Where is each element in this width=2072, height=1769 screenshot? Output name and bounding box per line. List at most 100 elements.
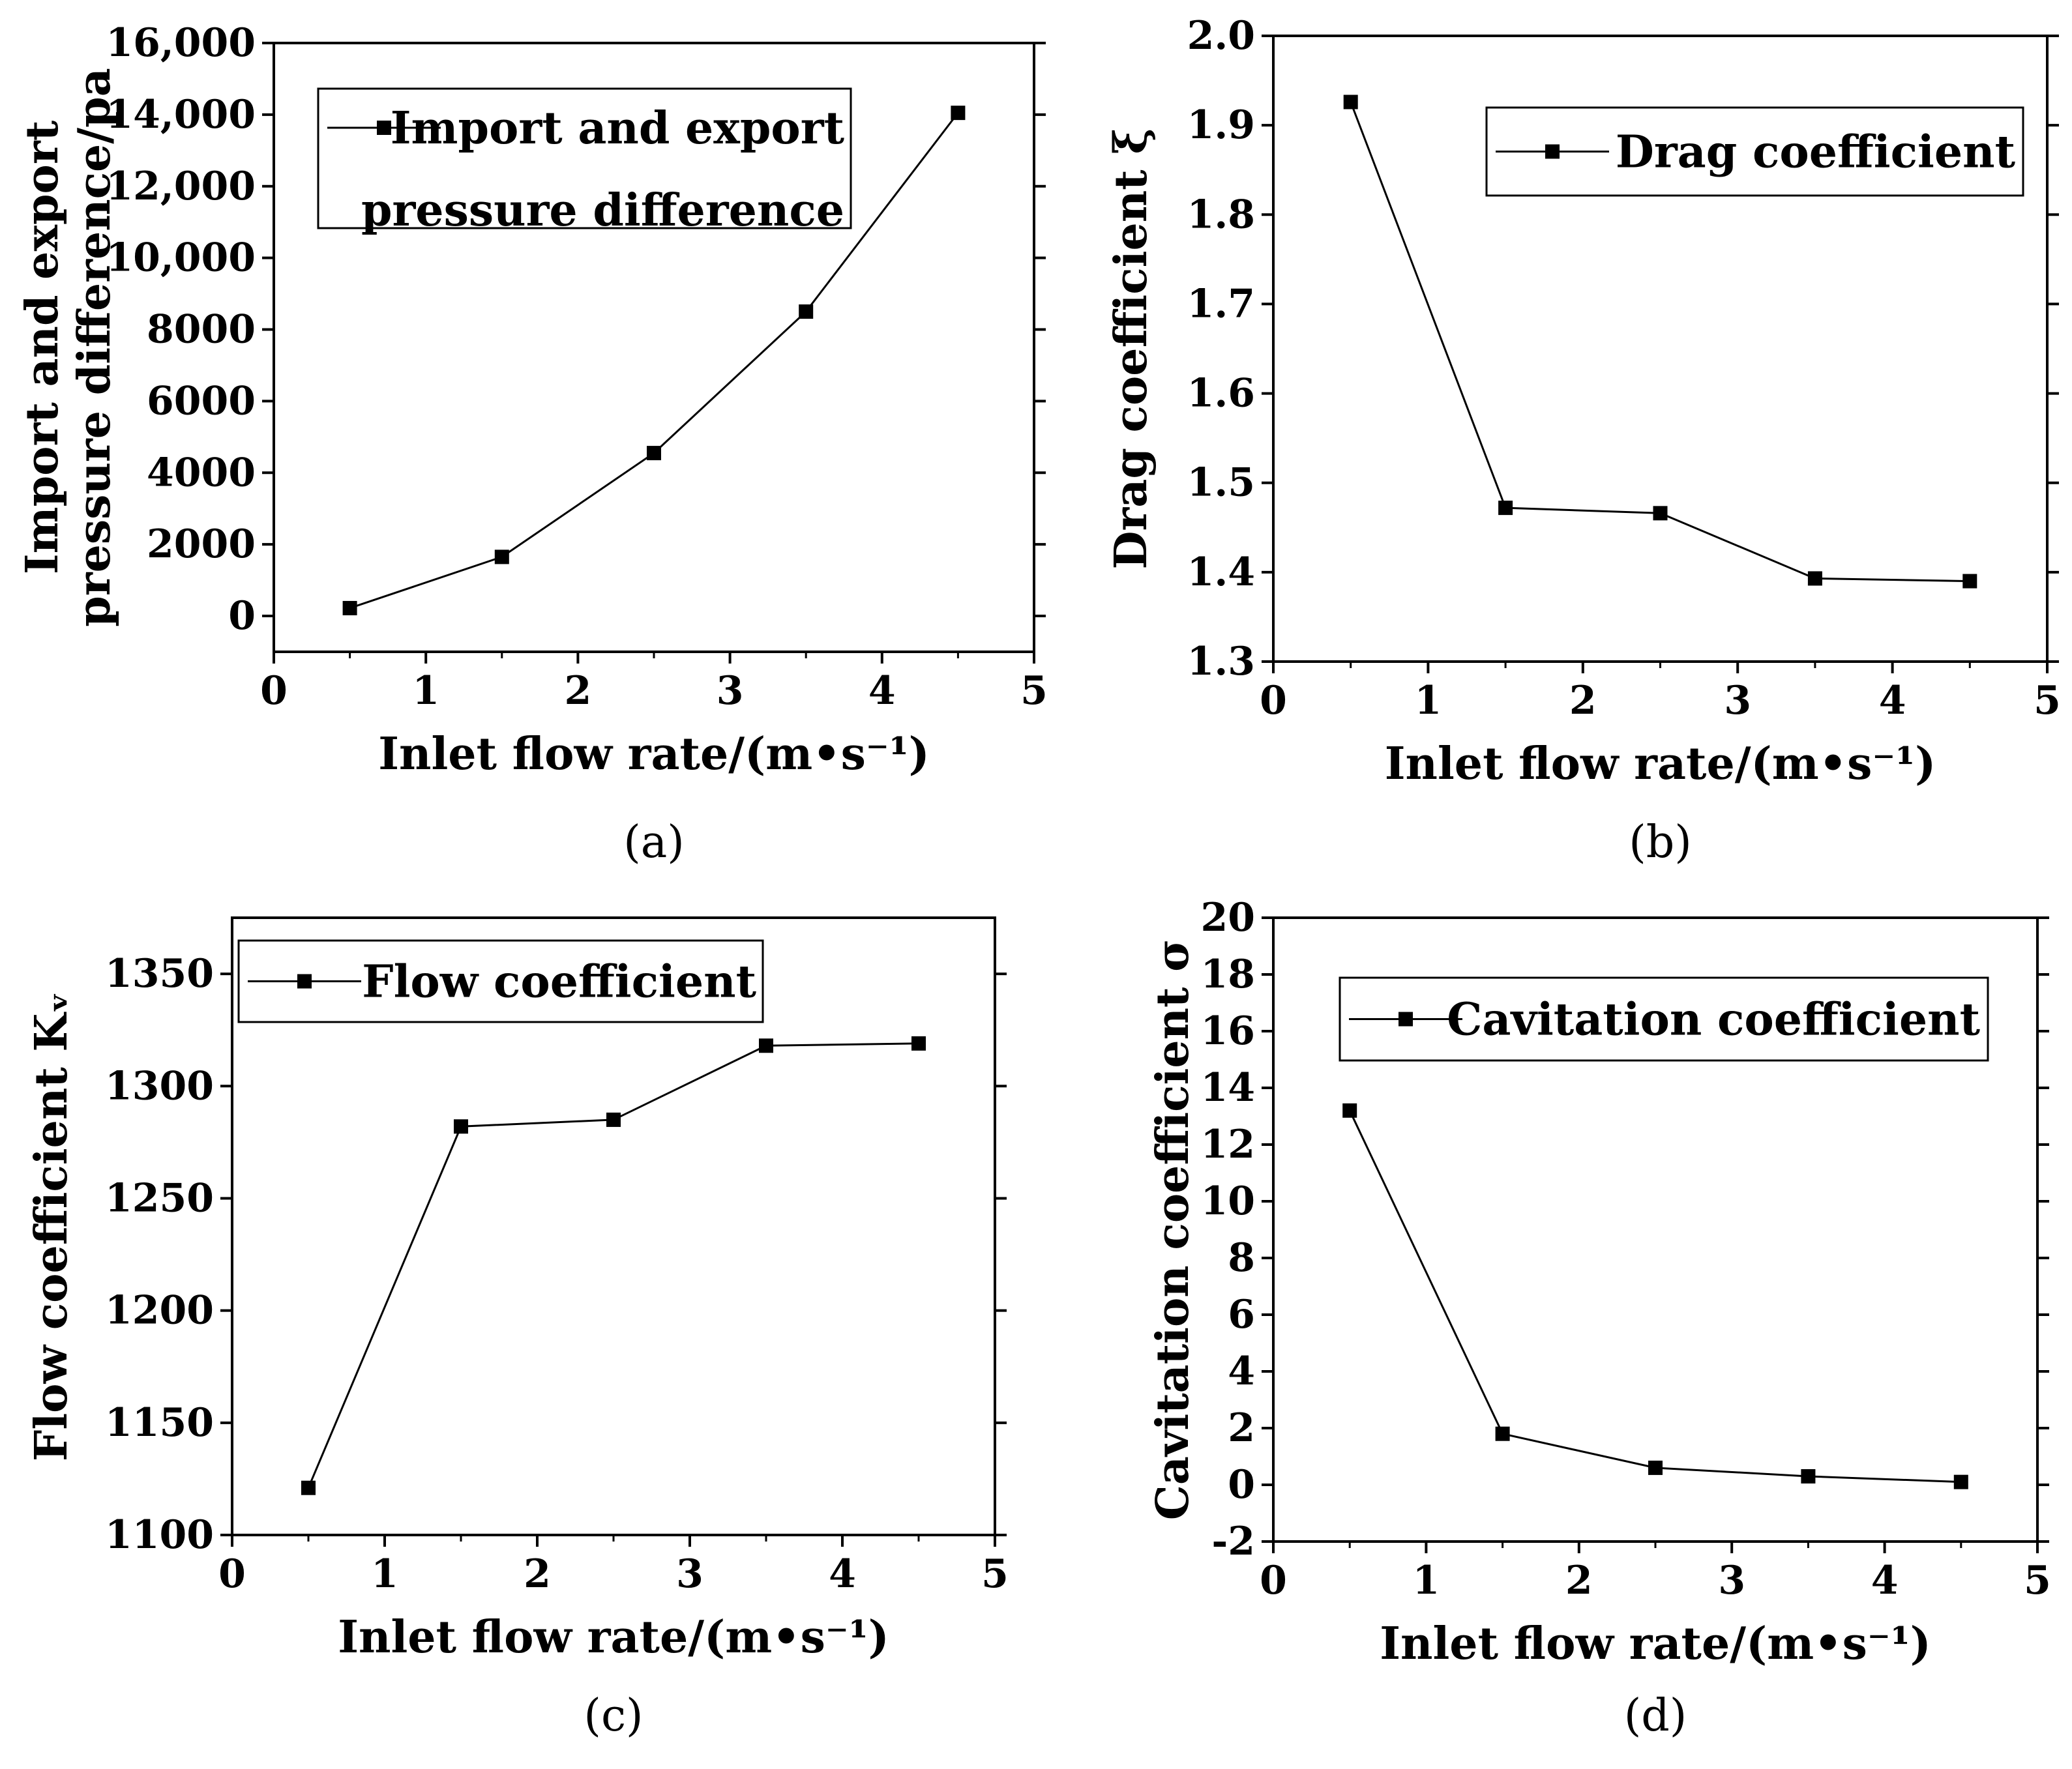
data-point — [647, 446, 661, 461]
y-tick-label: 1.9 — [1187, 102, 1255, 148]
x-tick-label: 5 — [2034, 678, 2061, 724]
panel-b: 0 1 2 3 4 5 1.3 1.4 1.5 1.6 1.7 1.8 1.9 2.0 Inlet flow… — [1105, 13, 2061, 868]
y-tick-label: 4000 — [147, 450, 256, 495]
series-line — [1348, 1110, 1961, 1484]
data-point — [799, 304, 814, 319]
series-line — [307, 1042, 919, 1489]
data-point — [301, 1480, 316, 1495]
y-axis-label: Drag coefficient ξ — [1105, 128, 1157, 569]
y-tick-label: 1.5 — [1187, 460, 1255, 506]
y-tick-label: 1.6 — [1187, 371, 1255, 417]
legend-box — [317, 87, 852, 229]
y-tick-label: 10 — [1201, 1178, 1256, 1224]
panel-caption: (b) — [1629, 817, 1692, 868]
x-tick-label: 0 — [1260, 1558, 1287, 1603]
legend: Import and export pressure difference — [317, 87, 852, 237]
y-tick-label: 18 — [1201, 952, 1256, 997]
y-tick-label: 10,000 — [106, 235, 256, 281]
legend-marker-symbol — [297, 974, 312, 989]
x-tick-label: 2 — [1565, 1558, 1593, 1603]
legend-label: Drag coefficient — [1616, 126, 2016, 179]
y-tick-label: 1250 — [105, 1175, 214, 1221]
x-axis-label: Inlet flow rate/(m•s⁻¹) — [338, 1611, 889, 1663]
data-point — [1953, 1474, 1968, 1489]
y-tick-label: 16,000 — [106, 20, 256, 66]
x-tick-label: 3 — [1718, 1558, 1745, 1603]
x-tick-label: 5 — [981, 1551, 1009, 1597]
legend: Cavitation coefficient — [1339, 976, 1989, 1062]
data-point — [606, 1112, 621, 1127]
x-tick-label: 0 — [1260, 678, 1287, 724]
y-tick-label: 1150 — [105, 1400, 214, 1446]
x-axis-label: Inlet flow rate/(m•s⁻¹) — [1385, 738, 1936, 790]
y-axis-label: Cavitation coefficient σ — [1147, 939, 1199, 1521]
y-tick-label: 1200 — [105, 1288, 214, 1334]
data-point — [1342, 1103, 1357, 1118]
data-point — [1807, 571, 1822, 586]
x-tick-label: 5 — [1020, 668, 1048, 714]
panel-c: 0 1 2 3 4 5 1100 1150 1200 1250 1300 1350 Inlet flow… — [25, 916, 1009, 1742]
y-tick-label: 1.7 — [1187, 281, 1255, 327]
legend-label: Cavitation coefficient — [1447, 994, 1980, 1046]
panel-caption: (d) — [1624, 1690, 1687, 1742]
panel-a: 0 1 2 3 4 5 0 2000 4000 6000 8000 10,000 12,000 14,00… — [16, 20, 1048, 868]
y-tick-label: 0 — [228, 593, 256, 639]
y-tick-label: 6 — [1228, 1292, 1255, 1338]
y-tick-label: 0 — [1228, 1462, 1255, 1508]
y-tick-label: 14 — [1201, 1065, 1256, 1111]
y-tick-label: 1.8 — [1187, 192, 1255, 237]
y-tick-label: 1300 — [105, 1063, 214, 1109]
data-point — [1801, 1469, 1816, 1484]
x-tick-label: 4 — [868, 668, 896, 714]
x-tick-label: 3 — [676, 1551, 703, 1597]
y-axis-label: Flow coefficient Kᵥ — [25, 991, 78, 1461]
y-tick-label: 8 — [1228, 1235, 1255, 1281]
y-tick-label: 14,000 — [106, 92, 256, 138]
legend-marker-symbol — [1545, 144, 1560, 159]
data-point — [342, 600, 357, 615]
x-tick-label: 4 — [1879, 678, 1906, 724]
y-tick-label: 12 — [1201, 1122, 1256, 1167]
y-tick-label: 1.3 — [1187, 639, 1255, 684]
x-tick-label: 0 — [260, 668, 288, 714]
x-tick-label: 5 — [2024, 1558, 2051, 1603]
legend-label: Flow coefficient — [362, 956, 756, 1008]
data-point — [1653, 506, 1668, 521]
data-point — [951, 106, 966, 121]
legend-marker-symbol — [377, 121, 391, 135]
y-tick-label: 2000 — [147, 521, 256, 567]
data-point — [1648, 1460, 1663, 1475]
legend-label: Import and export — [391, 102, 845, 154]
x-axis-label: Inlet flow rate/(m•s⁻¹) — [1380, 1618, 1931, 1670]
y-axis-label: Import and export — [16, 120, 68, 574]
data-point — [911, 1036, 926, 1051]
x-tick-label: 3 — [717, 668, 744, 714]
legend: Flow coefficient — [237, 939, 764, 1023]
data-point — [454, 1119, 468, 1134]
y-tick-label: -2 — [1211, 1519, 1255, 1564]
y-tick-label: 2 — [1228, 1405, 1255, 1451]
x-tick-label: 3 — [1724, 678, 1751, 724]
x-tick-label: 4 — [829, 1551, 856, 1597]
y-tick-label: 2.0 — [1187, 13, 1255, 59]
y-tick-label: 20 — [1201, 895, 1256, 941]
data-point — [1962, 574, 1977, 589]
y-tick-label: 6000 — [147, 378, 256, 424]
legend: Drag coefficient — [1485, 106, 2024, 197]
x-tick-label: 1 — [1413, 1558, 1440, 1603]
x-tick-label: 1 — [371, 1551, 398, 1597]
y-tick-label: 1100 — [105, 1512, 214, 1558]
x-tick-label: 1 — [1415, 678, 1442, 724]
data-point — [759, 1038, 773, 1053]
x-tick-label: 2 — [1569, 678, 1597, 724]
x-tick-label: 4 — [1871, 1558, 1899, 1603]
x-tick-label: 2 — [565, 668, 592, 714]
y-tick-label: 1.4 — [1187, 549, 1255, 595]
data-point — [1343, 95, 1358, 110]
x-tick-label: 2 — [524, 1551, 551, 1597]
y-tick-label: 4 — [1228, 1349, 1255, 1394]
panel-caption: (a) — [623, 817, 685, 868]
legend-label: pressure difference — [361, 184, 844, 237]
